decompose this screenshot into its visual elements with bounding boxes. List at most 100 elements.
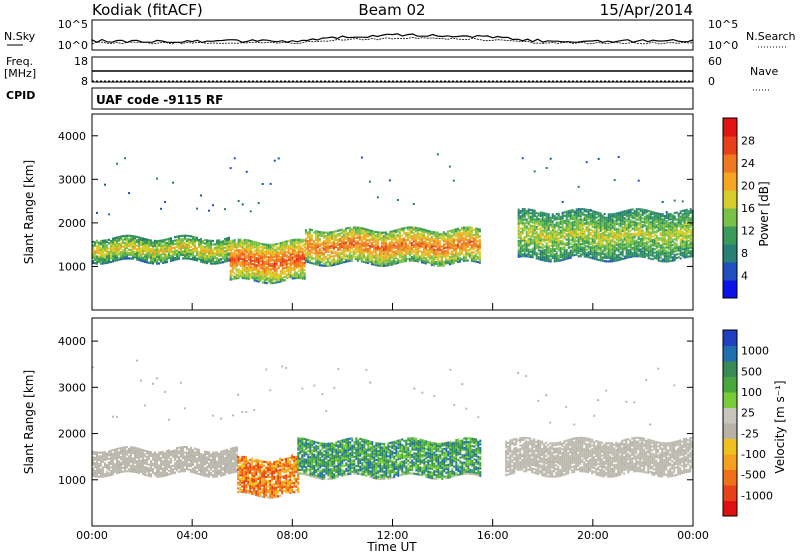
echo-cell	[229, 276, 232, 279]
echo-cell	[172, 252, 174, 255]
echo-cell	[517, 212, 520, 215]
echo-cell	[120, 244, 122, 247]
echo-cell	[366, 260, 369, 263]
echo-cell	[273, 260, 276, 263]
echo-cell	[202, 255, 204, 258]
echo-cell	[454, 233, 457, 236]
echo-cell	[434, 233, 437, 236]
echo-cell	[535, 257, 538, 260]
echo-cell	[261, 277, 264, 281]
echo-cell	[130, 241, 132, 244]
echo-cell	[261, 269, 264, 272]
echo-cell	[551, 223, 554, 226]
echo-cell	[591, 211, 594, 214]
echo-cell	[517, 224, 520, 227]
echo-cell	[314, 254, 317, 257]
echo-cell	[555, 218, 558, 221]
echo-cell	[667, 251, 670, 254]
echo-cell	[410, 229, 413, 233]
echo-cell	[450, 245, 453, 248]
echo-cell	[649, 233, 652, 236]
echo-cell	[233, 272, 236, 275]
echo-cell	[613, 212, 616, 215]
echo-cell	[583, 236, 586, 239]
echo-cell	[430, 246, 433, 249]
echo-cell	[404, 242, 407, 245]
echo-cell	[172, 255, 174, 258]
echo-cell	[657, 226, 660, 229]
echo-cell	[186, 238, 188, 241]
echo-cell	[283, 251, 286, 254]
echo-cell	[360, 253, 363, 256]
echo-cell	[643, 224, 646, 227]
echo-cell	[92, 260, 94, 263]
echo-cell	[342, 238, 345, 241]
echo-cell	[456, 233, 459, 236]
echo-cell	[647, 253, 650, 256]
echo-cell	[334, 254, 337, 257]
echo-cell	[330, 250, 333, 253]
echo-cell	[637, 246, 640, 249]
echo-cell	[228, 242, 230, 245]
echo-cell	[404, 252, 407, 256]
echo-cell	[380, 247, 383, 250]
echo-cell	[398, 228, 401, 231]
echo-cell	[657, 256, 660, 259]
echo-cell	[521, 246, 524, 249]
echo-cell	[126, 257, 128, 260]
echo-cell	[555, 244, 558, 247]
echo-cell	[523, 255, 526, 258]
echo-cell	[541, 229, 544, 232]
echo-cell	[210, 248, 212, 251]
echo-cell	[434, 231, 437, 234]
echo-cell	[328, 238, 331, 241]
echo-cell	[444, 234, 447, 237]
echo-cell	[200, 239, 202, 242]
echo-cell	[338, 239, 341, 242]
echo-cell	[279, 276, 282, 280]
echo-cell	[267, 280, 270, 283]
echo-cell	[605, 241, 608, 244]
echo-cell	[360, 230, 363, 233]
echo-cell	[623, 229, 626, 232]
echo-cell	[279, 252, 282, 255]
echo-cell	[340, 232, 343, 235]
echo-cell	[424, 246, 427, 249]
echo-cell	[639, 218, 642, 221]
echo-cell	[557, 247, 560, 250]
echo-cell	[603, 237, 606, 240]
echo-cell	[251, 268, 254, 271]
echo-cell	[226, 256, 228, 259]
echo-cell	[376, 262, 379, 265]
echo-cell	[456, 227, 459, 230]
echo-cell	[126, 255, 128, 258]
echo-cell	[140, 256, 142, 259]
echo-cell	[226, 240, 228, 243]
echo-cell	[525, 222, 528, 225]
echo-cell	[249, 273, 252, 276]
echo-cell	[527, 245, 530, 248]
echo-cell	[667, 244, 670, 247]
echo-cell	[402, 230, 405, 233]
echo-cell	[464, 257, 467, 260]
echo-cell	[184, 245, 186, 248]
echo-cell	[593, 212, 596, 215]
echo-cell	[553, 253, 556, 256]
echo-cell	[671, 252, 674, 255]
echo-cell	[326, 259, 329, 262]
echo-cell	[346, 234, 349, 237]
echo-cell	[517, 215, 520, 218]
echo-cell	[263, 276, 266, 279]
echo-cell	[98, 257, 100, 260]
echo-cell	[293, 264, 296, 268]
echo-cell	[235, 273, 238, 276]
echo-cell	[527, 220, 530, 223]
echo-cell	[98, 241, 100, 244]
echo-cell	[255, 264, 258, 267]
echo-cell	[233, 265, 236, 268]
echo-cell	[464, 256, 467, 259]
echo-cell	[108, 259, 110, 262]
echo-cell-sparse	[200, 194, 202, 197]
echo-cell	[410, 242, 413, 245]
echo-cell	[138, 245, 140, 248]
